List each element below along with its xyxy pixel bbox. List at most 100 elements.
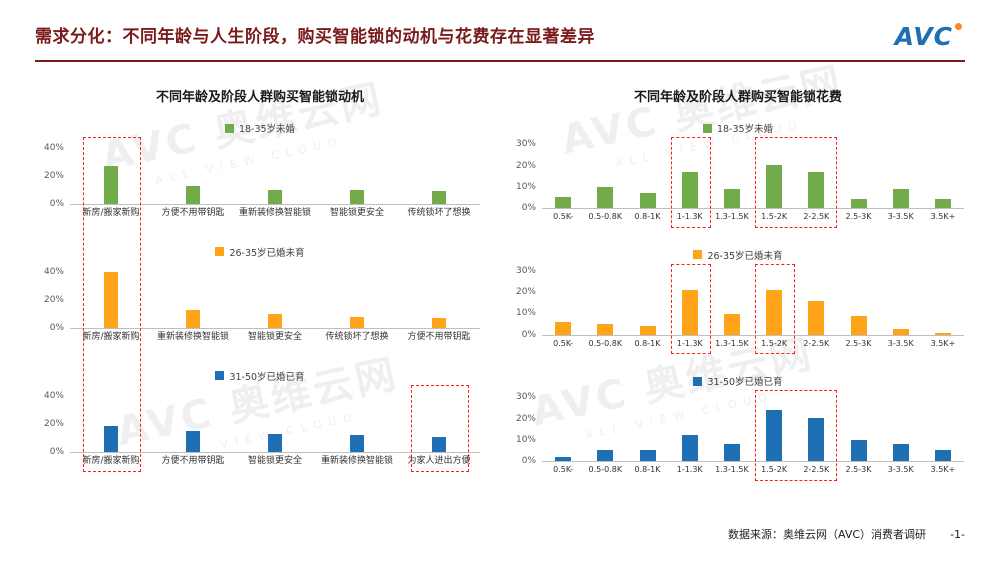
bar <box>186 309 200 328</box>
plot-area: 0% 20% 40% 新房/搬家新购 重新装修换智能锁 智能锁更安全 传统锁坏了想换 方便不用… <box>40 265 480 343</box>
x-axis-label: 0.5-0.8K <box>588 212 623 221</box>
bar <box>766 165 783 208</box>
y-tick-label: 0% <box>521 456 536 467</box>
legend-swatch <box>215 247 225 257</box>
bar <box>350 434 364 452</box>
bar <box>892 189 909 208</box>
x-axis-label: 1.3-1.5K <box>715 338 749 348</box>
x-axis-label: 智能锁更安全 <box>247 455 302 466</box>
bar-area <box>626 141 669 209</box>
x-axis-label: 新房/搬家新购 <box>82 455 140 466</box>
y-tick-label: 10% <box>515 434 536 445</box>
chart-block: 31-50岁已婚已育 0% 10% 20% 30% 0.5K- 0.5-0.8K 0.8-1K… <box>512 374 965 475</box>
bar-area <box>921 141 965 209</box>
y-tick-label: 40% <box>43 267 64 278</box>
motivation-chart-panel: 不同年龄及阶段人群购买智能锁动机 18-35岁未婚 0% 20% 40% 新房/搬家新购… <box>40 76 480 475</box>
bar-column: 智能锁更安全 <box>234 389 316 467</box>
y-axis: 0% 20% 40% <box>40 141 70 209</box>
bar-area <box>753 394 796 463</box>
bar-area <box>795 394 838 463</box>
legend: 18-35岁未婚 <box>512 121 964 135</box>
y-tick-label: 0% <box>521 329 536 340</box>
chart-block: 26-35岁已婚未育 0% 20% 40% 新房/搬家新购 重新装修换智能锁 智能锁更安全 传… <box>40 245 480 343</box>
bar <box>681 289 698 335</box>
bar-column: 方便不用带钥匙 <box>152 389 234 467</box>
bar <box>350 190 364 204</box>
bar <box>934 199 951 208</box>
bar-area <box>753 268 796 336</box>
y-tick-label: 20% <box>515 287 536 298</box>
bar-area <box>626 268 669 336</box>
bar-column: 方便不用带钥匙 <box>398 265 480 343</box>
bar-column: 2.5-3K <box>837 141 880 222</box>
legend: 31-50岁已婚已育 <box>40 369 480 383</box>
bar <box>892 328 909 335</box>
bar-column: 3-3.5K <box>879 394 922 475</box>
bar-column: 1.5-2K <box>753 268 796 349</box>
bar-column: 智能锁更安全 <box>316 141 398 219</box>
bar <box>350 316 364 328</box>
bar-area <box>710 141 754 209</box>
chart-block: 26-35岁已婚未育 0% 10% 20% 30% 0.5K- 0.5-0.8K 0.8-1K… <box>512 248 965 349</box>
bar <box>432 191 446 204</box>
bar-area <box>710 268 754 336</box>
bar-column: 传统锁坏了想换 <box>398 141 480 219</box>
header: 需求分化：不同年龄与人生阶段，购买智能锁的动机与花费存在显著差异 <box>35 22 870 47</box>
bar-area <box>542 268 585 336</box>
bar-column: 重新装修换智能锁 <box>152 265 234 343</box>
y-tick-label: 20% <box>43 294 64 305</box>
bar-area <box>921 268 965 336</box>
bar <box>808 418 825 462</box>
plot-area: 0% 10% 20% 30% 0.5K- 0.5-0.8K 0.8-1K 1-1.3K 1.3-… <box>512 393 965 475</box>
bar-area <box>879 394 922 463</box>
bar-area <box>584 394 627 463</box>
bar-area <box>795 141 838 209</box>
bar-area <box>70 389 152 453</box>
bar-area <box>70 141 152 205</box>
bar-column: 0.8-1K <box>626 141 669 222</box>
bar <box>432 317 446 328</box>
x-axis-label: 1.5-2K <box>761 465 788 475</box>
bar-column: 0.5-0.8K <box>584 394 627 475</box>
legend-label: 26-35岁已婚未育 <box>707 250 783 262</box>
bar-column: 0.5K- <box>542 268 585 349</box>
bar-columns: 0.5K- 0.5-0.8K 0.8-1K 1-1.3K 1.3-1.5K 1.5-2K 2… <box>542 268 965 349</box>
bar-column: 传统锁坏了想换 <box>316 265 398 343</box>
bar-area <box>837 268 880 336</box>
x-axis-label: 为家人进出方便 <box>407 455 471 466</box>
bar <box>723 189 740 208</box>
x-axis-label: 3-3.5K <box>887 465 914 475</box>
footer: 数据来源：奥维云网（AVC）消费者调研 -1- <box>728 526 965 542</box>
y-tick-label: 40% <box>43 143 64 154</box>
y-axis: 0% 20% 40% <box>40 265 70 333</box>
x-axis-label: 方便不用带钥匙 <box>161 455 225 466</box>
bar-column: 1.3-1.5K <box>710 141 754 222</box>
avc-logo: AVC <box>895 23 962 49</box>
bar-column: 0.5K- <box>542 394 585 475</box>
x-axis-label: 重新装修换智能锁 <box>320 455 393 466</box>
page-title: 需求分化：不同年龄与人生阶段，购买智能锁的动机与花费存在显著差异 <box>35 27 595 47</box>
bar-area <box>795 268 838 336</box>
bar-column: 2-2.5K <box>795 268 838 349</box>
y-tick-label: 0% <box>49 446 64 457</box>
chart-block: 31-50岁已婚已育 0% 20% 40% 新房/搬家新购 方便不用带钥匙 智能锁更安全 重新… <box>40 369 480 467</box>
x-axis-label: 新房/搬家新购 <box>82 331 140 342</box>
bar-column: 1-1.3K <box>668 141 711 222</box>
x-axis-label: 0.5K- <box>553 338 574 348</box>
bar-columns: 新房/搬家新购 方便不用带钥匙 重新装修换智能锁 智能锁更安全 传统锁坏了想换 <box>70 141 480 219</box>
bar-column: 2.5-3K <box>837 394 880 475</box>
spend-chart-panel: 不同年龄及阶段人群购买智能锁花费 18-35岁未婚 0% 10% 20% 30% 0.5K… <box>512 76 965 481</box>
x-axis-label: 1.5-2K <box>761 338 788 348</box>
bar-column: 3.5K+ <box>921 394 965 475</box>
x-axis-label: 传统锁坏了想换 <box>325 331 389 342</box>
x-axis-label: 0.5-0.8K <box>588 465 623 475</box>
bar-area <box>668 268 711 336</box>
y-tick-label: 30% <box>515 139 536 150</box>
legend-swatch <box>702 123 712 133</box>
legend-swatch <box>693 250 703 260</box>
bar-column: 新房/搬家新购 <box>70 389 152 467</box>
x-axis-label: 0.5K- <box>553 465 574 475</box>
bar-area <box>542 394 585 463</box>
x-axis-label: 3.5K+ <box>930 465 956 475</box>
bar <box>850 199 867 208</box>
